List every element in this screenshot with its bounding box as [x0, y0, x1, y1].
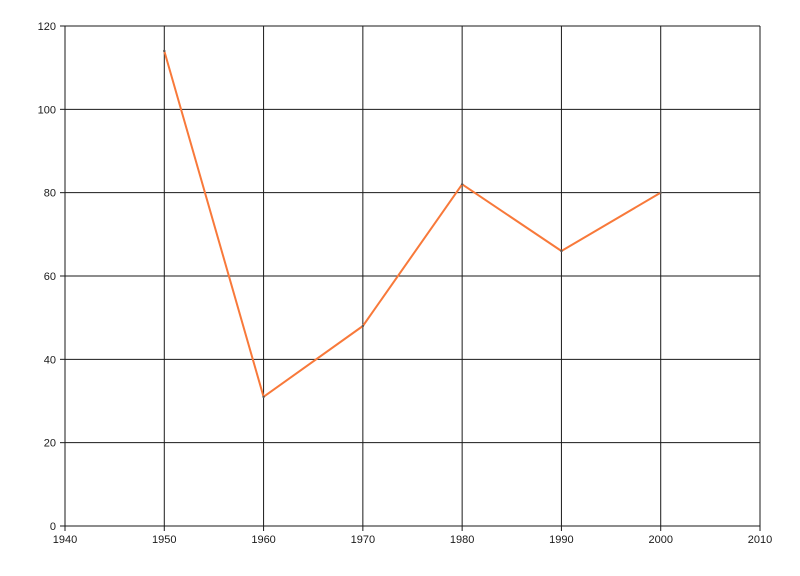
y-tick-label: 120: [38, 21, 56, 33]
tick-marks-group: [60, 25, 761, 531]
gridlines-group: [64, 25, 761, 527]
y-tick-label: 20: [44, 438, 56, 450]
data-point-marker: [659, 191, 662, 194]
x-tick-label: 2000: [648, 534, 672, 546]
y-tick-label: 40: [44, 354, 56, 366]
y-tick-label: 80: [44, 188, 56, 200]
axis-labels-group: 1940 1950 1960 1970 1980 1990 2000 2010 0 20 40 60 8…: [38, 21, 773, 546]
data-point-marker: [262, 395, 265, 399]
x-tick-label: 1960: [251, 534, 275, 546]
y-tick-label: 60: [44, 271, 56, 283]
data-point-marker: [560, 249, 563, 253]
data-series-group: [163, 49, 662, 399]
x-tick-label: 1980: [450, 534, 474, 546]
y-tick-label: 0: [50, 521, 56, 533]
data-line-series: [163, 50, 662, 398]
x-tick-label: 1990: [549, 534, 573, 546]
x-tick-label: 1950: [152, 534, 176, 546]
x-tick-label: 2010: [748, 534, 772, 546]
data-point-marker: [361, 324, 365, 328]
data-point-marker: [460, 183, 464, 186]
x-tick-label: 1970: [351, 534, 375, 546]
y-tick-label: 100: [38, 104, 56, 116]
x-tick-label: 1940: [53, 534, 77, 546]
data-point-marker: [163, 49, 166, 53]
